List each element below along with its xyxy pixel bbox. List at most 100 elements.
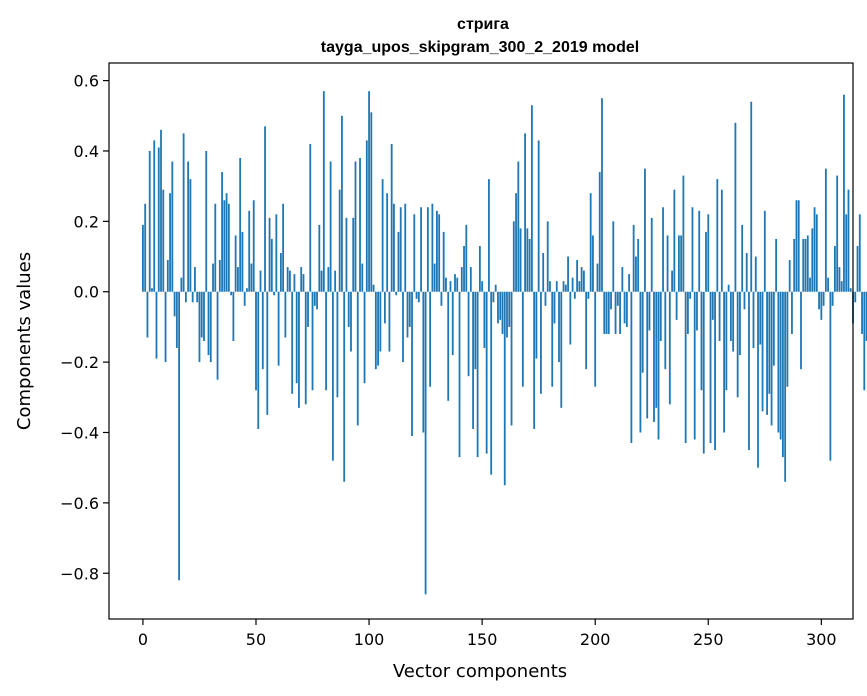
y-axis-ticks: 0.6 0.4 0.2 0.0 −0.2 −0.4 −0.6 −0.8 bbox=[60, 72, 109, 583]
bar-component-237 bbox=[677, 235, 680, 292]
bar-component-78 bbox=[318, 224, 321, 292]
bar-component-91 bbox=[347, 291, 350, 327]
bar-component-95 bbox=[356, 291, 359, 426]
bar-component-83 bbox=[329, 161, 332, 292]
bar-component-104 bbox=[377, 291, 380, 366]
bar-component-140 bbox=[458, 291, 461, 458]
bar-component-284 bbox=[784, 291, 787, 482]
bar-component-156 bbox=[494, 284, 497, 292]
bar-component-267 bbox=[745, 253, 748, 292]
bar-component-4 bbox=[151, 288, 153, 292]
bar-component-301 bbox=[822, 291, 825, 306]
bar-component-6 bbox=[155, 291, 158, 359]
bar-component-43 bbox=[239, 158, 242, 292]
bar-component-97 bbox=[361, 263, 364, 292]
bar-component-239 bbox=[682, 175, 685, 292]
bar-component-234 bbox=[671, 270, 673, 292]
bar-component-18 bbox=[182, 133, 185, 292]
x-axis-label: Vector components bbox=[393, 661, 567, 682]
bar-component-227 bbox=[655, 291, 658, 408]
bar-component-36 bbox=[223, 200, 226, 292]
bar-component-79 bbox=[320, 270, 323, 292]
bar-component-278 bbox=[770, 291, 773, 426]
bar-component-15 bbox=[175, 291, 178, 349]
bar-component-246 bbox=[698, 210, 701, 292]
bar-component-130 bbox=[436, 210, 438, 292]
bar-component-145 bbox=[469, 267, 472, 292]
bar-component-181 bbox=[551, 291, 554, 387]
bar-component-88 bbox=[341, 115, 343, 292]
bar-component-201 bbox=[596, 263, 599, 292]
bar-component-281 bbox=[777, 291, 780, 433]
bar-component-131 bbox=[438, 214, 441, 292]
bar-component-299 bbox=[818, 291, 820, 310]
bar-component-67 bbox=[293, 274, 296, 292]
bar-component-100 bbox=[368, 91, 370, 292]
bar-component-286 bbox=[788, 260, 791, 292]
bar-component-169 bbox=[524, 133, 526, 292]
bar-component-295 bbox=[809, 277, 811, 292]
x-tick-label: 200 bbox=[580, 630, 611, 649]
bar-component-50 bbox=[255, 291, 257, 391]
bar-component-195 bbox=[582, 270, 585, 292]
bar-component-141 bbox=[460, 267, 463, 292]
bar-component-173 bbox=[533, 291, 536, 429]
bar-component-233 bbox=[668, 291, 671, 405]
bar-component-110 bbox=[390, 143, 393, 292]
bar-component-213 bbox=[623, 291, 626, 324]
bar-component-0 bbox=[142, 224, 144, 292]
y-tick-label: 0.2 bbox=[74, 212, 99, 231]
bar-component-211 bbox=[619, 291, 621, 334]
bar-component-41 bbox=[234, 235, 237, 292]
bar-component-266 bbox=[743, 291, 746, 310]
bar-component-73 bbox=[307, 291, 309, 327]
bar-component-30 bbox=[209, 291, 212, 363]
y-tick-label: −0.4 bbox=[60, 423, 99, 442]
bar-component-308 bbox=[838, 267, 841, 292]
bar-component-16 bbox=[178, 291, 181, 581]
bar-component-122 bbox=[417, 291, 420, 303]
bar-component-49 bbox=[252, 200, 255, 292]
bar-component-94 bbox=[354, 161, 357, 292]
y-tick-label: −0.6 bbox=[60, 494, 99, 513]
bar-component-54 bbox=[264, 126, 266, 292]
bar-component-92 bbox=[350, 291, 352, 352]
bar-component-98 bbox=[363, 291, 366, 384]
bar-component-264 bbox=[739, 291, 741, 356]
bar-component-33 bbox=[216, 291, 219, 380]
bar-component-52 bbox=[259, 270, 262, 292]
bar-component-151 bbox=[483, 291, 486, 349]
bar-component-190 bbox=[571, 277, 574, 292]
bar-component-232 bbox=[666, 235, 669, 292]
bar-component-261 bbox=[732, 291, 735, 352]
bar-component-80 bbox=[322, 91, 325, 292]
bar-component-209 bbox=[614, 291, 617, 334]
bar-component-176 bbox=[540, 291, 542, 394]
bar-component-245 bbox=[696, 291, 698, 331]
bar-component-124 bbox=[422, 291, 425, 433]
x-tick-label: 100 bbox=[354, 630, 385, 649]
bar-component-179 bbox=[546, 221, 549, 292]
bar-component-63 bbox=[284, 291, 287, 338]
x-tick-label: 150 bbox=[467, 630, 498, 649]
bar-component-318 bbox=[861, 291, 863, 334]
bar-component-269 bbox=[750, 101, 753, 292]
bar-component-191 bbox=[573, 291, 576, 299]
bar-component-180 bbox=[549, 281, 551, 292]
bar-component-310 bbox=[843, 94, 845, 292]
bar-component-309 bbox=[840, 281, 843, 292]
bar-component-143 bbox=[465, 224, 468, 292]
bar-component-10 bbox=[164, 291, 167, 363]
bar-component-272 bbox=[757, 291, 759, 468]
bar-component-164 bbox=[512, 221, 515, 292]
bar-component-200 bbox=[594, 291, 597, 387]
bar-component-312 bbox=[847, 189, 850, 292]
bar-component-162 bbox=[508, 291, 511, 327]
bar-component-313 bbox=[849, 288, 852, 292]
bar-component-165 bbox=[515, 193, 517, 292]
bar-component-17 bbox=[180, 277, 183, 292]
bar-component-183 bbox=[555, 281, 558, 292]
bar-component-175 bbox=[537, 140, 540, 292]
y-tick-label: 0.4 bbox=[74, 142, 99, 161]
bar-component-106 bbox=[381, 179, 384, 292]
